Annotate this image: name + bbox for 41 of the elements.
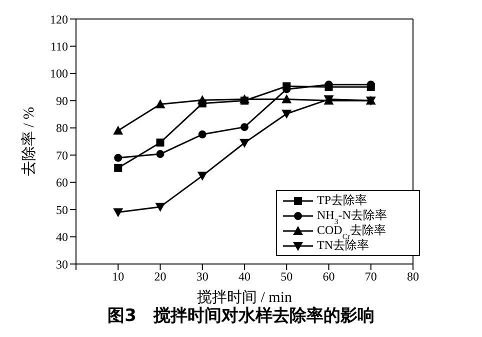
y-tick-label: 60 bbox=[56, 176, 68, 190]
x-tick-label: 30 bbox=[196, 270, 208, 284]
y-tick-label: 40 bbox=[56, 230, 68, 244]
point bbox=[282, 94, 292, 104]
y-tick-label: 50 bbox=[56, 202, 68, 217]
y-tick-label: 120 bbox=[50, 12, 68, 26]
point bbox=[114, 154, 122, 162]
x-tick-label: 10 bbox=[112, 270, 124, 284]
x-tick-label: 50 bbox=[280, 270, 293, 284]
legend-label: COD$_{Cr}$去除率 bbox=[317, 223, 386, 240]
x-tick-label: 80 bbox=[407, 270, 419, 284]
x-axis-title: 搅拌时间 / min bbox=[196, 289, 292, 306]
point bbox=[155, 99, 166, 108]
point bbox=[113, 208, 124, 218]
point bbox=[155, 202, 166, 212]
point bbox=[282, 110, 292, 119]
point bbox=[156, 150, 164, 158]
x-tick-label: 70 bbox=[364, 270, 377, 284]
y-tick-label: 100 bbox=[50, 66, 68, 81]
y-tick-label: 90 bbox=[56, 94, 68, 108]
point bbox=[156, 138, 164, 147]
x-tick-label: 20 bbox=[154, 270, 166, 284]
point bbox=[240, 123, 248, 132]
point bbox=[198, 130, 206, 138]
text: 图3 搅拌时间对水样去除率的影响 bbox=[106, 305, 376, 327]
x-tick-label: 40 bbox=[238, 270, 250, 284]
y-axis-title: 去除率 / % bbox=[20, 106, 38, 176]
y-tick-label: 110 bbox=[50, 39, 68, 54]
legend-label: TP去除率 bbox=[317, 193, 368, 207]
y-tick-label: 30 bbox=[56, 257, 68, 272]
point bbox=[197, 95, 208, 104]
legend-label: TN去除率 bbox=[317, 238, 369, 252]
point bbox=[197, 172, 208, 181]
legend-label: NH$_{3}$-N去除率 bbox=[317, 208, 387, 226]
y-tick-label: 70 bbox=[56, 148, 68, 162]
point bbox=[240, 94, 250, 104]
x-tick-label: 60 bbox=[322, 270, 335, 284]
point bbox=[113, 126, 124, 135]
y-tick-label: 80 bbox=[56, 121, 68, 136]
point bbox=[114, 164, 122, 172]
point bbox=[240, 138, 250, 148]
